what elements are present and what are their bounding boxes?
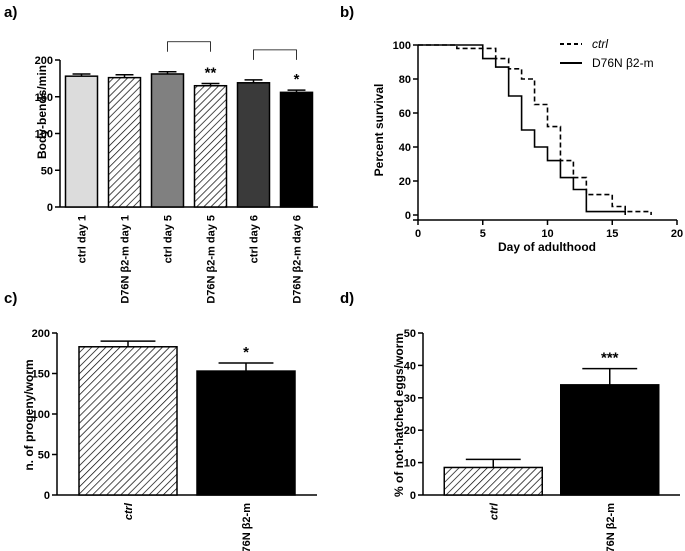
x-tick-label: 0 (415, 228, 421, 240)
category-label: D76N β2-m (241, 503, 253, 551)
legend-label-ctrl: ctrl (592, 37, 608, 51)
y-tick-label: 0 (47, 202, 53, 214)
significance-mark: * (243, 344, 249, 361)
bar-0 (64, 75, 99, 208)
x-tick-label: 20 (671, 228, 683, 240)
category-label: ctrl (123, 502, 135, 520)
y-tick-label: 200 (32, 328, 50, 340)
y-tick-label: 200 (35, 55, 53, 67)
panel-c-bar-chart: n. of progeny/worm 0 50 100 150 200 ctrl D76N … (22, 328, 317, 551)
y-tick-label: 30 (404, 393, 416, 405)
x-tick-label: 15 (606, 228, 618, 240)
y-tick-label: 100 (35, 129, 53, 141)
bar-0 (78, 346, 178, 496)
y-tick-label: 50 (38, 450, 50, 462)
x-tick-label: 5 (480, 228, 486, 240)
panel-c-plot: 0 50 100 150 200 ctrl D76N β2-m * (32, 328, 317, 551)
bar-1 (107, 76, 142, 208)
bar-1 (560, 384, 660, 496)
significance-mark: *** (601, 350, 619, 367)
category-label: ctrl day 6 (249, 215, 261, 263)
legend-label-mutant: D76N β2-m (592, 56, 654, 70)
significance-mark: * (294, 71, 300, 88)
panel-a-plot: 0 50 100 150 200 ctrl day 1 D76N β2-m day 1 ctr… (35, 41, 318, 304)
panel-b-legend: ctrl D76N β2-m (560, 37, 654, 70)
survival-series-mutant (418, 44, 627, 215)
significance-bracket (167, 41, 211, 52)
y-tick-label: 40 (399, 142, 411, 154)
panel-letter-a: a) (4, 4, 17, 21)
y-tick-label: 80 (399, 74, 411, 86)
category-label: D76N β2-m (605, 503, 617, 551)
category-label: D76N β2-m day 1 (120, 215, 132, 304)
y-tick-label: 20 (399, 176, 411, 188)
panel-c-ylabel: n. of progeny/worm (22, 359, 36, 470)
y-tick-label: 20 (404, 425, 416, 437)
y-tick-label: 150 (35, 92, 53, 104)
y-tick-label: 150 (32, 369, 50, 381)
y-tick-label: 0 (44, 490, 50, 502)
bar-0 (443, 466, 543, 496)
panel-b-ylabel: Percent survival (372, 84, 386, 177)
y-tick-label: 50 (404, 328, 416, 340)
y-tick-label: 0 (405, 210, 411, 222)
category-label: ctrl day 1 (77, 215, 89, 263)
bar-3 (193, 84, 228, 208)
panel-d-ylabel: % of not-hatched eggs/worm (392, 333, 406, 497)
y-tick-label: 60 (399, 108, 411, 120)
bar-2 (150, 73, 185, 208)
category-label: ctrl day 5 (163, 215, 175, 263)
category-label: D76N β2-m day 6 (292, 215, 304, 304)
panel-letter-d: d) (340, 290, 354, 307)
y-tick-label: 0 (410, 490, 416, 502)
y-tick-label: 40 (404, 360, 416, 372)
bar-1 (196, 370, 296, 496)
panel-b-survival-chart: Percent survival Day of adulthood 0 20 40 6… (372, 37, 683, 254)
panel-d-bar-chart: % of not-hatched eggs/worm 0 10 20 30 40 50 ct… (392, 328, 680, 551)
panel-letter-b: b) (340, 4, 354, 21)
y-tick-label: 100 (32, 409, 50, 421)
significance-mark: ** (205, 65, 217, 82)
y-tick-label: 100 (393, 40, 411, 52)
y-tick-label: 50 (41, 165, 53, 177)
x-tick-label: 10 (541, 228, 553, 240)
panel-letter-c: c) (4, 290, 17, 307)
category-label: D76N β2-m day 5 (206, 215, 218, 304)
panel-b-xlabel: Day of adulthood (498, 240, 596, 254)
panel-a-ylabel: Body-bends/min (35, 65, 49, 159)
bar-4 (236, 82, 271, 208)
panel-a-bar-chart: Body-bends/min 0 50 100 150 200 ctrl day 1 D76… (35, 41, 318, 304)
significance-bracket (253, 49, 297, 60)
bar-5 (279, 91, 314, 208)
category-label: ctrl (488, 502, 500, 520)
y-tick-label: 10 (404, 458, 416, 470)
panel-d-plot: 0 10 20 30 40 50 ctrl D76N β2-m *** (404, 328, 680, 551)
panel-b-plot: 0 20 40 60 80 100 0 5 10 15 20 (393, 40, 683, 240)
